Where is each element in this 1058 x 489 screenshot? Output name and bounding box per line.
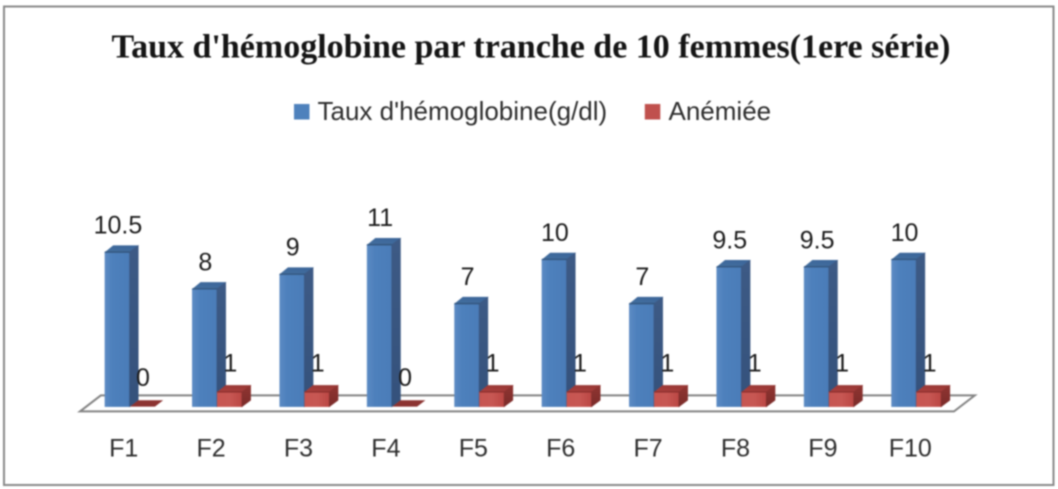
svg-text:9: 9 (286, 234, 300, 262)
svg-text:Anémiée: Anémiée (669, 96, 772, 126)
svg-text:10: 10 (891, 219, 919, 247)
svg-text:9.5: 9.5 (800, 226, 835, 254)
svg-text:F5: F5 (459, 435, 488, 463)
svg-text:F6: F6 (546, 435, 575, 463)
svg-text:Taux d'hémoglobine par tranche: Taux d'hémoglobine par tranche de 10 fem… (112, 29, 951, 66)
svg-text:1: 1 (311, 349, 325, 377)
svg-text:0: 0 (398, 364, 412, 392)
svg-text:7: 7 (461, 263, 475, 291)
svg-text:F1: F1 (109, 435, 138, 463)
svg-text:10.5: 10.5 (94, 212, 143, 240)
svg-text:0: 0 (136, 364, 150, 392)
svg-text:1: 1 (486, 349, 500, 377)
svg-text:1: 1 (660, 349, 674, 377)
svg-text:1: 1 (748, 349, 762, 377)
svg-text:F4: F4 (371, 435, 400, 463)
svg-text:F8: F8 (721, 435, 750, 463)
svg-text:F9: F9 (808, 435, 837, 463)
svg-text:11: 11 (367, 204, 393, 232)
svg-text:F7: F7 (634, 435, 663, 463)
svg-text:1: 1 (573, 349, 587, 377)
svg-text:7: 7 (635, 263, 649, 291)
svg-text:F10: F10 (889, 435, 932, 463)
svg-text:1: 1 (223, 349, 237, 377)
svg-text:Taux d'hémoglobine(g/dl): Taux d'hémoglobine(g/dl) (318, 96, 608, 126)
svg-text:1: 1 (835, 349, 849, 377)
svg-text:10: 10 (541, 219, 569, 247)
svg-text:F3: F3 (284, 435, 313, 463)
svg-text:F2: F2 (197, 435, 226, 463)
svg-text:1: 1 (923, 349, 937, 377)
svg-text:9.5: 9.5 (712, 226, 747, 254)
svg-text:8: 8 (198, 248, 212, 276)
